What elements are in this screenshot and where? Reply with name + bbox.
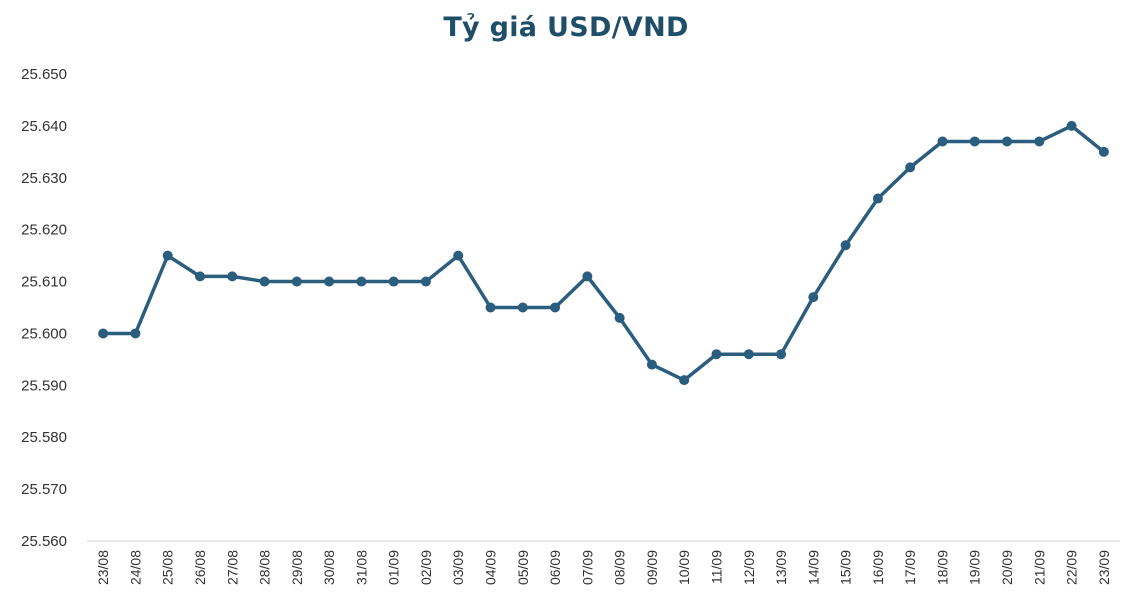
data-point — [1066, 120, 1077, 131]
x-tick-label: 26/08 — [192, 550, 208, 585]
data-point — [194, 271, 205, 282]
data-point — [872, 193, 883, 204]
y-tick-label: 25.600 — [21, 325, 67, 342]
data-point — [420, 276, 431, 287]
x-tick-label: 02/09 — [418, 550, 434, 585]
y-tick-label: 25.560 — [21, 533, 67, 550]
y-tick-label: 25.590 — [21, 377, 67, 394]
data-point — [162, 250, 173, 261]
data-point — [453, 250, 464, 261]
data-point — [356, 276, 367, 287]
data-point — [1098, 146, 1109, 157]
data-point — [1034, 136, 1045, 147]
y-tick-label: 25.580 — [21, 429, 67, 446]
data-point — [259, 276, 270, 287]
x-tick-label: 25/08 — [160, 550, 176, 585]
x-tick-label: 27/08 — [224, 550, 240, 585]
x-tick-label: 04/09 — [483, 550, 499, 585]
x-tick-label: 03/09 — [450, 550, 466, 585]
x-tick-label: 08/09 — [612, 550, 628, 585]
x-tick-label: 11/09 — [708, 550, 724, 584]
x-tick-label: 06/09 — [547, 550, 563, 585]
data-point — [614, 312, 625, 323]
x-tick-label: 22/09 — [1064, 550, 1080, 585]
chart-title: Tỷ giá USD/VND — [443, 12, 689, 43]
x-tick-label: 18/09 — [934, 550, 950, 585]
y-tick-label: 25.570 — [21, 481, 67, 498]
x-tick-label: 09/09 — [644, 550, 660, 585]
data-point — [808, 292, 819, 303]
x-tick-label: 20/09 — [999, 550, 1015, 585]
x-tick-label: 23/09 — [1096, 550, 1112, 585]
x-tick-label: 16/09 — [870, 550, 886, 585]
data-point — [937, 136, 948, 147]
y-tick-label: 25.650 — [21, 66, 67, 83]
data-point — [324, 276, 335, 287]
x-tick-label: 21/09 — [1031, 550, 1047, 585]
x-tick-label: 17/09 — [902, 550, 918, 585]
data-point — [517, 302, 528, 313]
data-point — [485, 302, 496, 313]
data-point — [840, 240, 851, 251]
data-point — [776, 349, 787, 360]
y-axis: 25.560 25.570 25.580 25.590 25.600 25.610 25.6… — [21, 66, 67, 550]
data-point — [388, 276, 399, 287]
y-tick-label: 25.640 — [21, 118, 67, 135]
data-point — [711, 349, 722, 360]
data-point — [98, 328, 109, 339]
data-point — [969, 136, 980, 147]
series-group — [98, 120, 1109, 386]
y-tick-label: 25.620 — [21, 222, 67, 239]
x-tick-label: 23/08 — [95, 550, 111, 585]
x-axis: 23/08 24/08 25/08 26/08 27/08 28/08 29/08 30/08… — [95, 550, 1112, 585]
y-tick-label: 25.610 — [21, 274, 67, 291]
x-tick-label: 12/09 — [741, 550, 757, 585]
x-tick-label: 28/08 — [257, 550, 273, 585]
x-tick-label: 30/08 — [321, 550, 337, 585]
x-tick-label: 14/09 — [805, 550, 821, 585]
data-point — [582, 271, 593, 282]
x-tick-label: 19/09 — [967, 550, 983, 585]
data-point — [130, 328, 141, 339]
data-point — [646, 359, 657, 370]
x-tick-label: 07/09 — [579, 550, 595, 585]
data-point — [743, 349, 754, 360]
x-tick-label: 29/08 — [289, 550, 305, 585]
data-point — [550, 302, 561, 313]
data-point — [679, 375, 690, 386]
data-point — [905, 162, 916, 173]
x-tick-label: 01/09 — [386, 550, 402, 585]
y-tick-label: 25.630 — [21, 170, 67, 187]
x-tick-label: 10/09 — [676, 550, 692, 585]
x-tick-label: 31/08 — [353, 550, 369, 585]
data-point — [291, 276, 302, 287]
x-tick-label: 13/09 — [773, 550, 789, 585]
data-point — [1002, 136, 1013, 147]
series-line — [101, 124, 1106, 382]
x-tick-label: 24/08 — [127, 550, 143, 585]
x-tick-label: 05/09 — [515, 550, 531, 585]
x-tick-label: 15/09 — [838, 550, 854, 585]
data-point — [227, 271, 238, 282]
